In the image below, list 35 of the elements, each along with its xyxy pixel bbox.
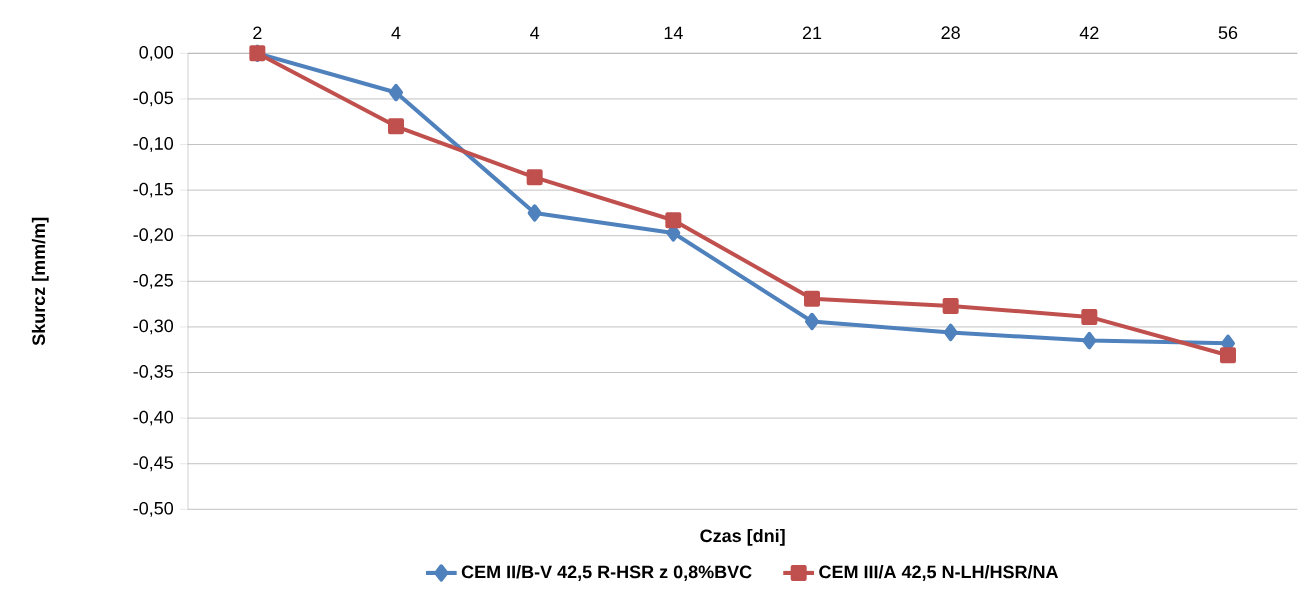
point — [526, 169, 543, 186]
point — [942, 297, 959, 314]
y-tick-label: -0,35 — [133, 365, 173, 380]
y-tick-label: -0,40 — [133, 410, 174, 426]
point — [804, 290, 820, 307]
x-tick-label: 4 — [530, 26, 540, 40]
point — [665, 212, 682, 229]
x-tick-label: 14 — [664, 26, 683, 40]
point — [1081, 308, 1098, 325]
x-tick-label: 21 — [802, 26, 822, 40]
y-tick-label: -0,50 — [133, 501, 174, 517]
x-tick-label: 42 — [1079, 26, 1099, 40]
point — [389, 83, 404, 102]
y-tick-label: -0,45 — [133, 456, 173, 472]
point — [1219, 347, 1236, 364]
legend-label: CEM II/B-V 42,5 R-HSR z 0,8%BVC — [461, 565, 752, 581]
y-tick-label: -0,15 — [133, 182, 173, 198]
x-tick-label: 28 — [941, 26, 960, 40]
legend-label: CEM III/A 42,5 N-LH/HSR/NA — [819, 565, 1059, 581]
point — [388, 118, 405, 135]
y-tick-label: 0,00 — [139, 45, 174, 61]
x-axis-title: Czas [dni] — [700, 528, 785, 546]
x-tick-label: 2 — [253, 26, 262, 40]
point — [527, 204, 542, 222]
point — [1082, 331, 1097, 350]
point — [805, 312, 819, 331]
y-tick-label: -0,25 — [133, 273, 173, 289]
x-tick-label: 4 — [391, 26, 401, 40]
y-tick-label: -0,10 — [133, 137, 174, 152]
x-tick-label: 56 — [1218, 26, 1238, 40]
y-tick-label: -0,20 — [133, 228, 174, 244]
y-axis-title: Skurcz [mm/m] — [31, 217, 49, 346]
y-tick-label: -0,05 — [133, 91, 173, 107]
point — [943, 323, 958, 342]
y-tick-label: -0,30 — [133, 319, 174, 335]
